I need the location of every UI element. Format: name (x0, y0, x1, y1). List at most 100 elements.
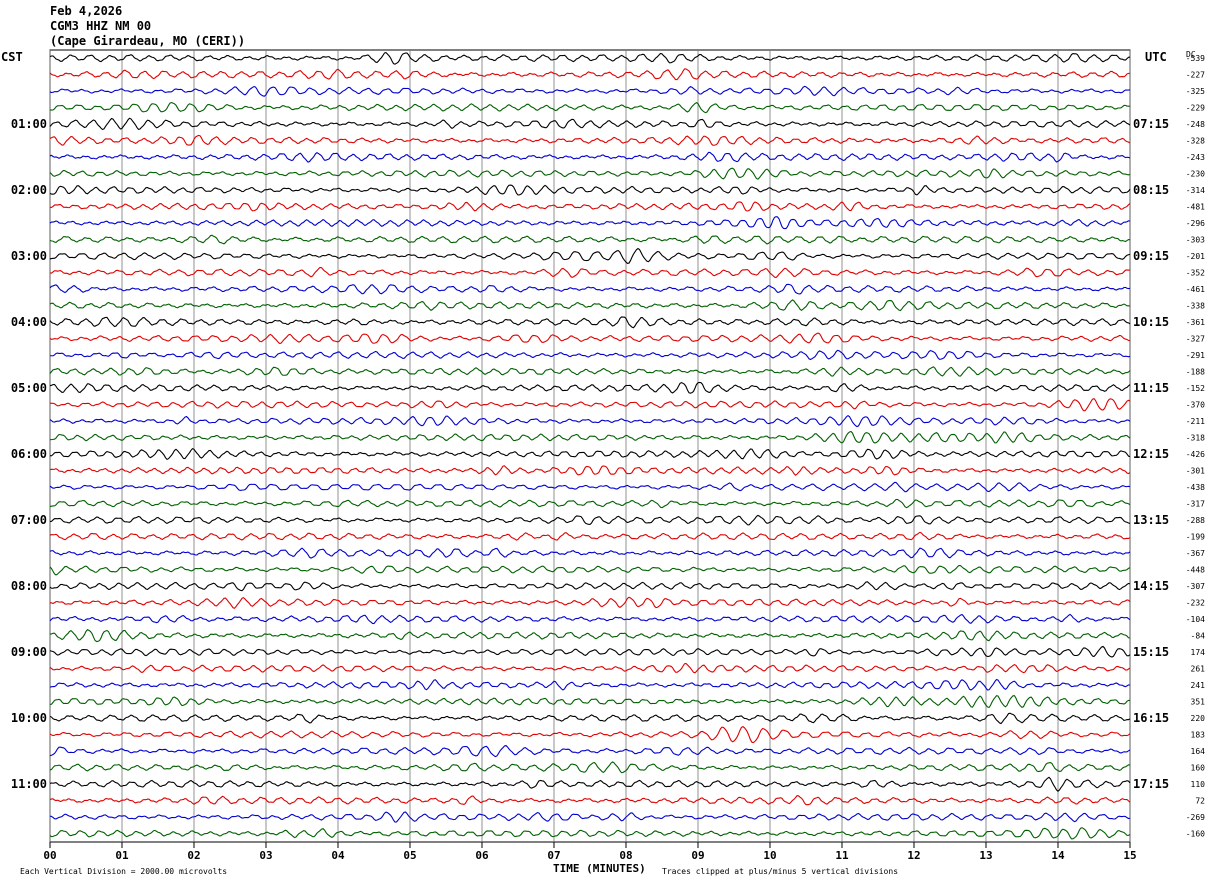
dc-offset-label: -232 (1186, 599, 1205, 608)
dc-offset-label: -160 (1186, 830, 1205, 839)
seismic-trace (49, 316, 1131, 329)
dc-offset-label: -539 (1186, 54, 1205, 63)
utc-hour-label: 15:15 (1133, 645, 1169, 659)
seismic-trace (49, 397, 1131, 412)
dc-offset-label: -327 (1186, 335, 1205, 344)
seismic-trace (49, 332, 1131, 345)
seismic-trace (49, 761, 1131, 774)
cst-hour-label: 08:00 (11, 579, 47, 593)
seismic-trace (49, 695, 1131, 709)
axis-labels: 00 01 02 03 04 05 06 07 08 09 10 11 12 13 14 15 -539 -227… (11, 54, 1205, 862)
dc-offset-label: -248 (1186, 120, 1205, 129)
dc-offset-label: 110 (1191, 780, 1206, 789)
dc-offset-label: -227 (1186, 71, 1205, 80)
seismic-trace (49, 662, 1131, 674)
seismic-trace (49, 564, 1131, 576)
dc-offset-label: -318 (1186, 434, 1205, 443)
station-location: (Cape Girardeau, MO (CERI)) (50, 34, 246, 48)
seismic-trace (49, 629, 1131, 643)
x-tick-label: 00 (43, 849, 56, 862)
seismic-trace (49, 481, 1131, 493)
seismic-trace (49, 366, 1131, 377)
utc-hour-label: 13:15 (1133, 513, 1169, 527)
x-axis-title: TIME (MINUTES) (553, 862, 646, 875)
scale-note: Each Vertical Division = 2000.00 microvo… (20, 867, 228, 876)
dc-offset-label: 174 (1191, 648, 1206, 657)
dc-offset-label: 183 (1191, 731, 1206, 740)
seismic-trace (49, 678, 1131, 691)
utc-hour-label: 09:15 (1133, 249, 1169, 263)
dc-offset-label: -448 (1186, 566, 1205, 575)
utc-hour-label: 07:15 (1133, 117, 1169, 131)
seismic-trace (49, 266, 1131, 279)
dc-offset-label: -481 (1186, 203, 1205, 212)
grid-lines (49, 49, 1131, 848)
seismic-trace (49, 712, 1131, 725)
utc-hour-label: 16:15 (1133, 711, 1169, 725)
dc-offset-label: -352 (1186, 269, 1205, 278)
dc-offset-label: -296 (1186, 219, 1205, 228)
seismic-trace (49, 531, 1131, 541)
seismic-trace (49, 613, 1131, 625)
dc-offset-label: -461 (1186, 285, 1205, 294)
utc-hour-label: 08:15 (1133, 183, 1169, 197)
cst-hour-label: 09:00 (11, 645, 47, 659)
utc-hour-label: 10:15 (1133, 315, 1169, 329)
seismic-trace (49, 68, 1131, 81)
seismic-trace (49, 216, 1131, 230)
x-tick-label: 10 (763, 849, 776, 862)
utc-hour-label: 11:15 (1133, 381, 1169, 395)
dc-offset-label: -303 (1186, 236, 1205, 245)
dc-offset-label: 261 (1191, 665, 1206, 674)
cst-hour-label: 11:00 (11, 777, 47, 791)
dc-offset-label: -269 (1186, 813, 1205, 822)
utc-hour-label: 14:15 (1133, 579, 1169, 593)
dc-offset-label: -367 (1186, 549, 1205, 558)
seismic-trace (49, 85, 1131, 97)
utc-hour-label: 12:15 (1133, 447, 1169, 461)
cst-hour-label: 03:00 (11, 249, 47, 263)
dc-offset-label: -230 (1186, 170, 1205, 179)
seismic-trace (49, 134, 1131, 146)
seismic-trace (49, 167, 1131, 180)
dc-offset-label: -291 (1186, 351, 1205, 360)
seismic-trace (49, 514, 1131, 526)
x-tick-label: 11 (835, 849, 849, 862)
seismic-trace (49, 299, 1131, 312)
seismic-trace (49, 811, 1131, 823)
x-tick-label: 12 (907, 849, 920, 862)
dc-offset-label: 72 (1195, 797, 1205, 806)
seismic-trace (49, 547, 1131, 559)
dc-offset-label: -152 (1186, 384, 1205, 393)
cst-hour-label: 05:00 (11, 381, 47, 395)
dc-offset-label: -199 (1186, 533, 1205, 542)
dc-offset-label: -243 (1186, 153, 1205, 162)
cst-label: CST (1, 50, 23, 64)
cst-hour-label: 04:00 (11, 315, 47, 329)
seismic-trace (49, 827, 1131, 840)
seismic-trace (49, 645, 1131, 658)
utc-label: UTC (1145, 50, 1167, 64)
dc-offset-label: -84 (1191, 632, 1206, 641)
dc-offset-label: -438 (1186, 483, 1205, 492)
seismic-trace (49, 117, 1131, 131)
x-tick-label: 14 (1051, 849, 1065, 862)
seismic-trace (49, 795, 1131, 806)
seismic-trace (49, 201, 1131, 212)
cst-hour-label: 10:00 (11, 711, 47, 725)
x-tick-label: 04 (331, 849, 345, 862)
dc-offset-label: -314 (1186, 186, 1205, 195)
x-tick-label: 03 (259, 849, 272, 862)
seismic-trace (49, 151, 1131, 163)
station-code: CGM3 HHZ NM 00 (50, 19, 152, 33)
plot-date: Feb 4,2026 (50, 4, 123, 18)
dc-offset-label: 220 (1191, 714, 1206, 723)
seismic-trace (49, 247, 1131, 264)
x-tick-label: 08 (619, 849, 632, 862)
seismic-trace (49, 101, 1131, 114)
dc-offset-label: -361 (1186, 318, 1205, 327)
plot-frame (49, 49, 1131, 843)
x-tick-label: 07 (547, 849, 560, 862)
x-tick-label: 15 (1123, 849, 1136, 862)
